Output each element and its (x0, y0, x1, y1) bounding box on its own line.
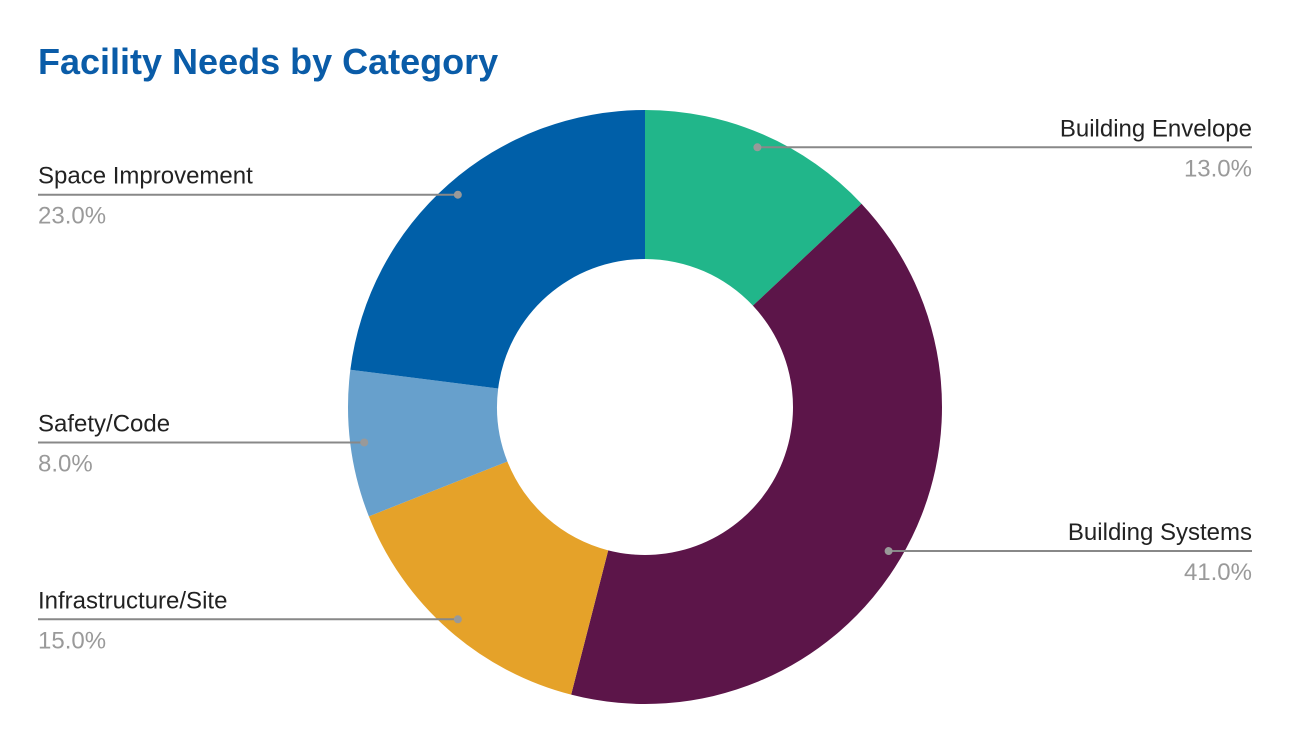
slice (350, 110, 645, 389)
slice (368, 461, 609, 695)
slice-label: Building Systems (1068, 519, 1252, 546)
value-label: 23.0% (38, 203, 106, 230)
value-label: 8.0% (38, 450, 93, 477)
leader-dot (884, 547, 893, 556)
slice-label: Building Envelope (1060, 115, 1252, 142)
leader-dot (753, 143, 762, 152)
value-label: 15.0% (38, 627, 106, 654)
value-label: 13.0% (1184, 155, 1252, 182)
leader-dot (360, 438, 369, 447)
slice (571, 203, 942, 704)
slice-label: Infrastructure/Site (38, 587, 227, 614)
leader-dot (453, 615, 462, 624)
slice-label: Space Improvement (38, 163, 253, 190)
slice-label: Safety/Code (38, 410, 170, 437)
slice (348, 369, 508, 517)
leader-dot (453, 190, 462, 199)
value-label: 41.0% (1184, 559, 1252, 586)
chart-title: Facility Needs by Category (38, 41, 498, 82)
slice (645, 110, 862, 306)
